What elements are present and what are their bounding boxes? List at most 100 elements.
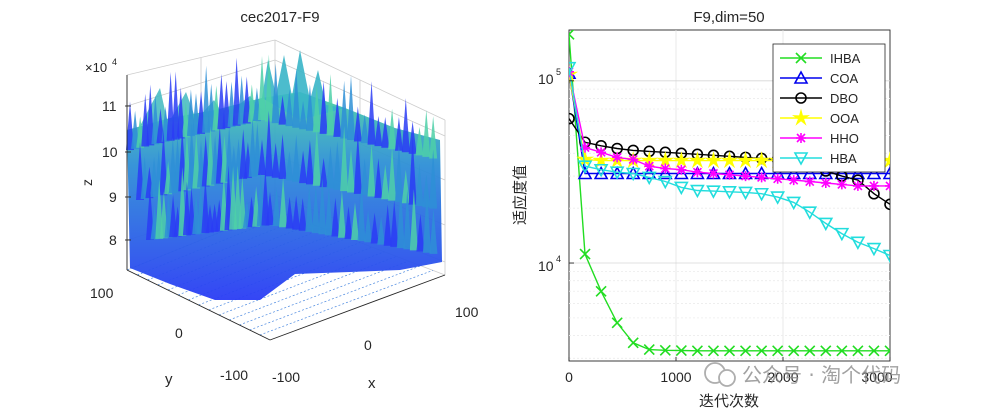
surface-spike xyxy=(151,95,160,145)
surface-spike xyxy=(311,185,320,234)
surface-spike xyxy=(159,129,168,196)
point-IHBA xyxy=(723,345,736,357)
z-exponent-power: 4 xyxy=(112,57,117,67)
legend-entry-DBO: DBO xyxy=(780,91,858,106)
point-IHBA xyxy=(707,345,720,357)
surface-spike xyxy=(333,141,342,190)
surface-spike xyxy=(222,81,231,129)
z-tick-8: 8 xyxy=(109,232,117,248)
z-tick-10: 10 xyxy=(102,144,118,160)
grid-lines xyxy=(569,30,890,361)
point-HHO xyxy=(708,168,719,179)
surface-spike xyxy=(247,84,256,123)
point-HBA xyxy=(834,227,850,242)
surface-spike xyxy=(422,186,431,253)
surface-spike xyxy=(292,68,301,128)
surface-spike xyxy=(176,87,185,139)
surface-spike xyxy=(383,204,392,246)
point-HBA xyxy=(882,249,890,264)
legend-entry-OOA: OOA xyxy=(780,108,859,126)
surface-spike xyxy=(232,57,241,126)
surface-spike xyxy=(364,209,373,243)
surface-spike xyxy=(202,65,211,133)
surface-spike xyxy=(285,89,294,127)
point-HBA xyxy=(754,187,769,202)
surface-spike xyxy=(278,95,287,125)
surface-spike xyxy=(305,84,314,131)
watermark: 公众号 · 淘个代码 xyxy=(704,362,901,387)
surface-spike xyxy=(347,148,355,193)
point-HHO xyxy=(660,163,671,174)
point-IHBA xyxy=(643,344,655,356)
surface-spike xyxy=(292,134,301,182)
surface-spike xyxy=(319,157,328,188)
surface-spike xyxy=(388,146,397,201)
y-tick-neg100: -100 xyxy=(220,367,248,383)
surface-spike xyxy=(166,72,175,141)
surface-spike xyxy=(360,114,369,144)
surface-spike xyxy=(146,186,154,240)
surface-spike xyxy=(416,213,425,252)
point-IHBA xyxy=(569,30,575,40)
surface-spike xyxy=(299,100,308,130)
surface-spike xyxy=(429,208,438,254)
x-tick-1000: 1000 xyxy=(660,369,691,385)
surface-spike xyxy=(344,206,353,239)
point-HBA xyxy=(641,171,657,186)
point-COA xyxy=(593,165,609,180)
y-axis-label: 适应度值 xyxy=(511,165,529,225)
point-HHO xyxy=(580,142,591,153)
surface-spike xyxy=(201,177,210,234)
point-IHBA xyxy=(579,248,591,260)
point-DBO xyxy=(569,112,575,125)
y-tick-1e4-power: 4 xyxy=(556,254,561,264)
surface-spike xyxy=(370,212,379,244)
point-COA xyxy=(657,165,673,180)
surface-spike xyxy=(381,164,390,200)
surface-spike xyxy=(347,75,355,140)
surface-spike xyxy=(258,139,266,175)
surface-spike xyxy=(242,76,251,124)
point-HBA xyxy=(706,185,721,199)
surface-spike xyxy=(217,73,226,130)
legend-marker xyxy=(793,70,809,84)
y-tick-100: 100 xyxy=(90,285,114,301)
point-HHO xyxy=(596,147,607,158)
y-tick-1e5-power: 5 xyxy=(556,67,561,77)
z-tick-9: 9 xyxy=(109,189,117,205)
surface-spike xyxy=(353,106,362,142)
legend-marker xyxy=(791,108,811,126)
point-HBA xyxy=(818,217,834,232)
legend-label: HHO xyxy=(830,131,859,146)
surface-spike xyxy=(415,163,424,206)
point-HBA xyxy=(690,184,705,199)
legend-entry-IHBA: IHBA xyxy=(780,51,861,66)
point-DBO xyxy=(884,198,890,211)
point-IHBA xyxy=(804,345,816,357)
point-HBA xyxy=(609,166,625,180)
point-HHO xyxy=(885,180,890,191)
point-HBA xyxy=(593,163,609,178)
point-HHO xyxy=(644,161,655,172)
point-IHBA xyxy=(772,345,784,357)
point-HHO xyxy=(676,164,687,175)
point-HHO xyxy=(820,177,831,188)
point-IHBA xyxy=(595,285,607,297)
surface-spike xyxy=(146,84,155,146)
point-IHBA xyxy=(836,345,848,357)
surface-spike xyxy=(292,195,301,230)
surface-spike xyxy=(285,196,294,229)
surface-spike xyxy=(401,169,410,204)
point-OOA xyxy=(752,151,771,169)
point-COA xyxy=(882,165,890,180)
surface-spike xyxy=(357,184,366,242)
point-IHBA xyxy=(756,345,768,357)
surface-spike xyxy=(126,101,134,150)
point-HHO xyxy=(772,173,783,184)
contour-line xyxy=(249,265,421,331)
point-HBA xyxy=(569,61,577,76)
point-OOA xyxy=(881,151,890,169)
point-HBA xyxy=(625,167,641,182)
surface-spike xyxy=(337,190,346,238)
contour-line xyxy=(259,270,433,336)
